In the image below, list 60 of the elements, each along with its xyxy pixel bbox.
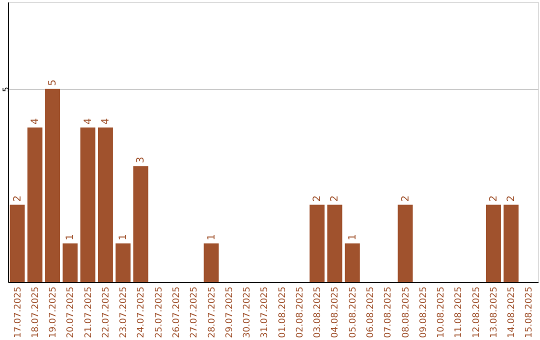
data-label: 1 bbox=[118, 234, 130, 240]
x-tick-label: 04.08.2025 bbox=[330, 286, 341, 338]
bar bbox=[45, 88, 60, 282]
data-label: 2 bbox=[488, 195, 500, 202]
data-label: 2 bbox=[330, 195, 341, 202]
x-tick-label: 13.08.2025 bbox=[489, 286, 500, 338]
x-tick-label: 22.07.2025 bbox=[101, 286, 112, 338]
bar bbox=[344, 243, 360, 282]
x-tick-label: 27.07.2025 bbox=[190, 286, 200, 338]
data-label: 2 bbox=[12, 195, 24, 202]
x-tick-label: 25.07.2025 bbox=[154, 286, 164, 338]
x-tick-label: 10.08.2025 bbox=[436, 286, 447, 338]
x-tick-label: 23.07.2025 bbox=[119, 286, 130, 338]
bar bbox=[10, 204, 25, 282]
data-label: 1 bbox=[206, 234, 218, 240]
x-tick-label: 09.08.2025 bbox=[418, 286, 429, 338]
x-tick-label: 26.07.2025 bbox=[172, 286, 182, 338]
bar bbox=[98, 128, 113, 282]
x-tick-label: 06.08.2025 bbox=[366, 286, 376, 338]
x-tick-label: 03.08.2025 bbox=[313, 286, 324, 338]
x-tick-label: 15.08.2025 bbox=[524, 286, 535, 338]
bar bbox=[62, 243, 78, 282]
bar bbox=[327, 204, 342, 282]
x-tick-label: 17.07.2025 bbox=[13, 286, 24, 338]
x-tick-label: 28.07.2025 bbox=[207, 286, 218, 338]
x-tick-label: 08.08.2025 bbox=[401, 286, 412, 338]
x-tick-label: 19.07.2025 bbox=[48, 286, 59, 338]
x-tick-label: 14.08.2025 bbox=[507, 286, 518, 338]
bar bbox=[310, 204, 325, 282]
data-label: 1 bbox=[347, 234, 358, 240]
bar bbox=[80, 128, 96, 282]
data-label: 5 bbox=[48, 80, 59, 86]
data-label: 2 bbox=[506, 195, 518, 202]
x-tick-label: 02.08.2025 bbox=[295, 286, 306, 338]
data-label: 1 bbox=[65, 234, 76, 240]
bar bbox=[204, 243, 219, 282]
x-tick-label: 30.07.2025 bbox=[242, 286, 253, 338]
x-tick-label: 20.07.2025 bbox=[66, 286, 76, 338]
x-tick-label: 05.08.2025 bbox=[348, 286, 358, 338]
data-label: 3 bbox=[136, 156, 147, 164]
bar bbox=[27, 128, 42, 282]
x-tick-label: 31.07.2025 bbox=[260, 286, 270, 338]
x-tick-label: 29.07.2025 bbox=[224, 286, 235, 338]
x-tick-label: 21.07.2025 bbox=[84, 286, 94, 338]
bar bbox=[133, 166, 148, 282]
data-label: 4 bbox=[82, 118, 94, 125]
x-tick-label: 07.08.2025 bbox=[384, 286, 394, 338]
data-label: 2 bbox=[400, 195, 412, 202]
bar bbox=[504, 204, 519, 282]
bar bbox=[398, 204, 413, 282]
data-label: 4 bbox=[100, 118, 112, 125]
data-label: 4 bbox=[30, 118, 41, 125]
bar bbox=[116, 243, 131, 282]
x-tick-label: 11.08.2025 bbox=[454, 286, 464, 338]
x-tick-label: 01.08.2025 bbox=[278, 286, 288, 338]
bar bbox=[486, 204, 501, 282]
data-label: 2 bbox=[312, 195, 324, 202]
x-tick-label: 18.07.2025 bbox=[30, 286, 41, 338]
x-tick-label: 12.08.2025 bbox=[472, 286, 482, 338]
x-tick-label: 24.07.2025 bbox=[136, 286, 147, 338]
